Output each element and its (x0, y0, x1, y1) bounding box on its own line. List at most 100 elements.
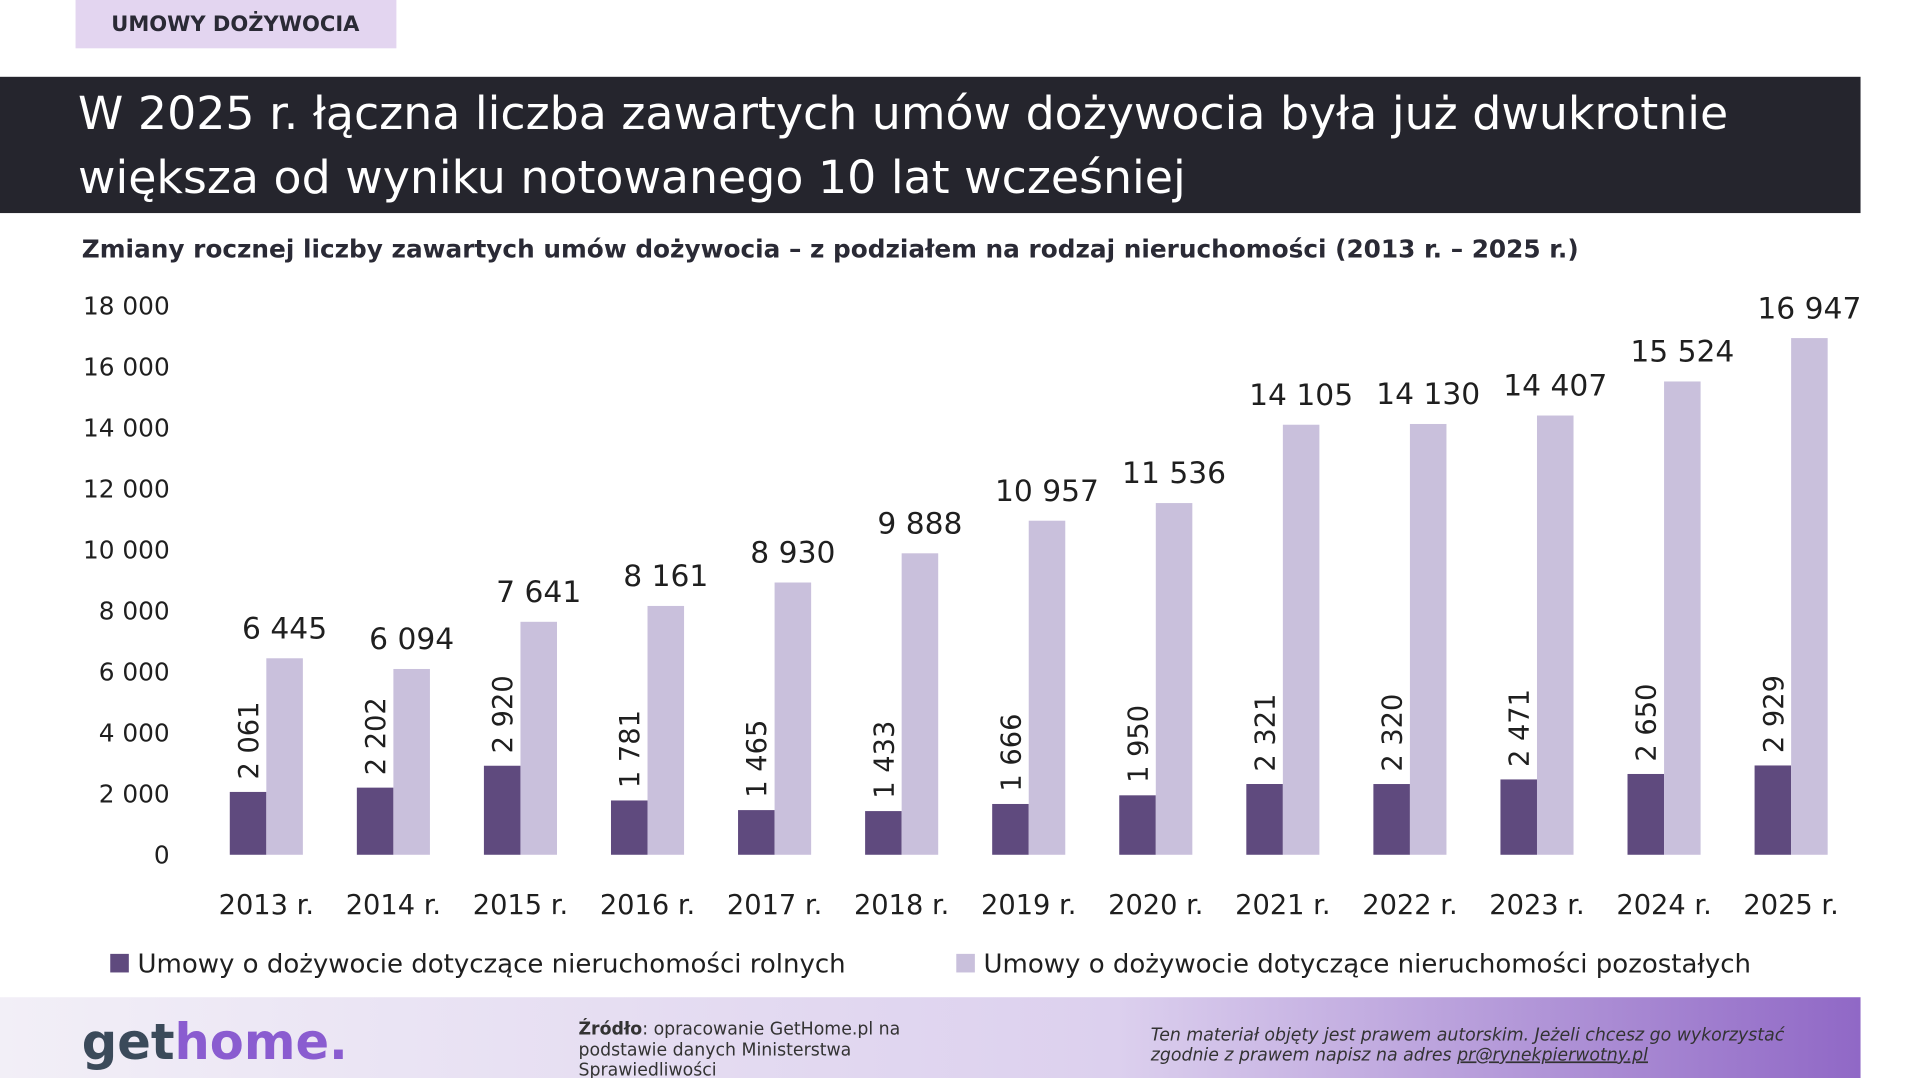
bar (483, 765, 521, 855)
chart-title: Zmiany rocznej liczby zawartych umów doż… (82, 235, 1579, 264)
x-tick-label: 2021 r. (1235, 890, 1330, 921)
bar (865, 811, 902, 855)
x-tick-label: 2016 r. (600, 890, 695, 921)
value-label: 2 471 (1505, 689, 1536, 767)
value-label: 6 094 (369, 622, 454, 657)
y-tick-label: 0 (154, 840, 170, 869)
copyright-text: zgodnie z prawem napisz na adres (1150, 1045, 1452, 1065)
value-label: 2 920 (488, 675, 519, 753)
y-tick-label: 12 000 (83, 475, 170, 504)
value-label: 15 524 (1630, 335, 1734, 370)
value-label: 14 407 (1503, 369, 1607, 404)
footer-band (0, 997, 1861, 1078)
x-tick-label: 2019 r. (981, 890, 1076, 921)
value-label: 8 930 (750, 536, 835, 571)
copyright-line: Ten materiał objęty jest prawem autorski… (1151, 1026, 1786, 1046)
value-label: 2 650 (1632, 684, 1663, 762)
bar (1409, 423, 1447, 855)
value-label: 14 130 (1376, 377, 1480, 412)
tag-box (75, 0, 397, 49)
value-label: 10 957 (995, 474, 1099, 509)
legend-swatch (110, 953, 129, 973)
y-tick-label: 10 000 (83, 536, 170, 565)
bar (1028, 520, 1066, 855)
bar (266, 658, 303, 855)
value-label: 2 061 (234, 702, 265, 780)
legend-label: Umowy o dożywocie dotyczące nieruchomośc… (137, 949, 845, 979)
source-line: podstawie danych Ministerstwa (578, 1040, 851, 1060)
value-label: 8 161 (623, 559, 708, 594)
bar (738, 810, 775, 855)
bar (1500, 779, 1537, 855)
x-tick-label: 2015 r. (473, 890, 568, 921)
value-label: 1 781 (615, 710, 646, 788)
x-tick-label: 2022 r. (1362, 890, 1457, 921)
value-label: 1 433 (869, 721, 900, 799)
source: Źródło: opracowanie GetHome.pl na (578, 1017, 900, 1039)
bar (1664, 381, 1701, 855)
x-tick-label: 2018 r. (854, 890, 949, 921)
bar (1246, 784, 1283, 855)
bar (1754, 765, 1792, 855)
x-tick-label: 2025 r. (1743, 890, 1838, 921)
bar (1791, 338, 1828, 855)
source-line: : opracowanie GetHome.pl na (642, 1019, 900, 1039)
value-label: 1 465 (742, 720, 773, 798)
bar (356, 787, 394, 855)
value-label: 9 888 (877, 506, 962, 541)
y-tick-label: 16 000 (83, 353, 170, 382)
value-label: 6 445 (242, 611, 327, 646)
logo-part: get (82, 1013, 175, 1071)
value-label: 2 321 (1250, 694, 1281, 772)
y-tick-label: 4 000 (99, 718, 170, 747)
value-label: 2 202 (361, 697, 392, 775)
x-tick-label: 2014 r. (346, 890, 441, 921)
title-line: większa od wyniku notowanego 10 lat wcze… (78, 150, 1186, 204)
bar (1373, 784, 1410, 855)
y-tick-label: 18 000 (83, 292, 170, 321)
y-tick-label: 14 000 (83, 414, 170, 443)
x-tick-label: 2017 r. (727, 890, 822, 921)
bar (774, 582, 812, 855)
bar (393, 668, 430, 855)
value-label: 11 536 (1122, 456, 1226, 491)
legend-label: Umowy o dożywocie dotyczące nieruchomośc… (984, 949, 1751, 979)
source-line: Sprawiedliwości (578, 1060, 716, 1078)
logo-part: home. (175, 1013, 348, 1071)
copyright-line: zgodnie z prawem napisz na adres pr@ryne… (1150, 1045, 1648, 1065)
x-tick-label: 2020 r. (1108, 890, 1203, 921)
source-label: Źródło (578, 1017, 642, 1039)
y-tick-label: 2 000 (99, 779, 170, 808)
bar (1627, 773, 1665, 855)
bar (647, 605, 685, 855)
bar (229, 791, 267, 855)
value-label: 7 641 (496, 575, 581, 610)
x-tick-label: 2013 r. (219, 890, 314, 921)
y-tick-label: 6 000 (99, 658, 170, 687)
value-label: 1 950 (1123, 705, 1154, 783)
legend-swatch (956, 953, 975, 973)
bar (1155, 503, 1193, 855)
bar (1119, 795, 1156, 855)
bar (1536, 415, 1574, 855)
x-tick-label: 2024 r. (1616, 890, 1711, 921)
bar (520, 621, 557, 855)
value-label: 14 105 (1249, 378, 1353, 413)
tag: UMOWY DOŻYWOCIA (111, 11, 360, 36)
email[interactable]: pr@rynekpierwotny.pl (1456, 1045, 1648, 1065)
bar (1282, 424, 1320, 855)
y-tick-label: 8 000 (99, 597, 170, 626)
bar (901, 553, 939, 855)
value-label: 2 929 (1759, 675, 1790, 753)
title-line: W 2025 r. łączna liczba zawartych umów d… (78, 86, 1728, 140)
bar (992, 803, 1029, 855)
x-tick-label: 2023 r. (1489, 890, 1584, 921)
bar (610, 800, 648, 855)
value-label: 16 947 (1757, 291, 1861, 326)
value-label: 2 320 (1378, 694, 1409, 772)
value-label: 1 666 (996, 714, 1027, 792)
title-banner (0, 76, 1861, 214)
logo: gethome. (82, 1013, 348, 1071)
